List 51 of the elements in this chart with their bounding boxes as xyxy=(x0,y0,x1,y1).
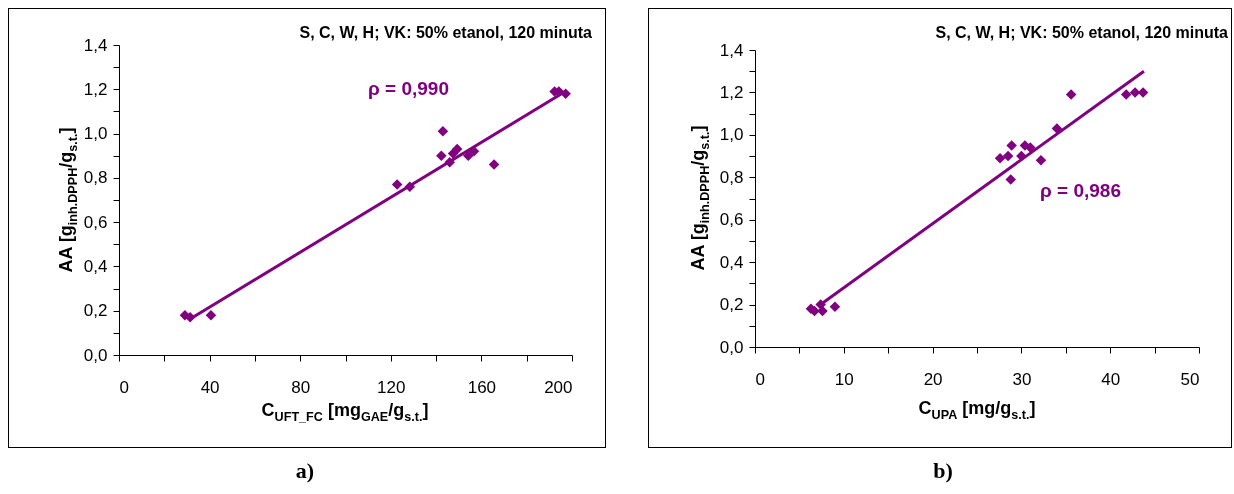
x-tick-label: 0 xyxy=(755,369,765,389)
point xyxy=(391,179,403,190)
y-tick-label: 1,0 xyxy=(719,125,744,145)
text: b) xyxy=(933,458,953,484)
point xyxy=(1005,174,1016,185)
point xyxy=(437,126,449,137)
y-tick-label: 0,6 xyxy=(83,212,108,232)
y-tick-label: 1,2 xyxy=(719,82,744,102)
y-tick-label: 0,6 xyxy=(719,210,744,230)
y-tick-label: 0,4 xyxy=(83,256,108,276)
y-tick-label: 0,4 xyxy=(719,252,744,272)
point xyxy=(205,309,217,321)
point xyxy=(829,301,841,312)
point xyxy=(1002,150,1014,162)
point xyxy=(994,152,1006,164)
point xyxy=(488,159,500,170)
x-tick-label: 80 xyxy=(291,377,311,397)
text: a) xyxy=(295,458,315,484)
point xyxy=(1120,89,1132,100)
point xyxy=(1065,89,1077,100)
point xyxy=(436,150,447,161)
x-tick-label: 30 xyxy=(1012,369,1032,389)
y-tick-label: 1,2 xyxy=(83,79,108,99)
x-tick-label: 20 xyxy=(923,369,943,389)
x-tick-label: 120 xyxy=(377,377,406,397)
point xyxy=(817,305,828,317)
x-tick-label: 160 xyxy=(467,377,497,397)
y-tick-label: 0,8 xyxy=(719,167,744,187)
y-tick-label: 0,8 xyxy=(83,168,108,188)
x-tick-label: 200 xyxy=(544,377,573,397)
y-tick-label: 0,0 xyxy=(719,337,744,357)
x-tick-label: 40 xyxy=(200,377,220,397)
chart-title: S, C, W, H; VK: 50% etanol, 120 minuta xyxy=(935,24,1228,42)
x-tick-label: 50 xyxy=(1180,369,1200,389)
y-tick-label: 1,4 xyxy=(83,35,108,55)
x-tick-label: 0 xyxy=(119,377,129,397)
point xyxy=(1035,155,1047,166)
point xyxy=(1006,140,1017,151)
annotation: ρ = 0,990 xyxy=(368,78,449,100)
point xyxy=(463,150,474,161)
x-axis-title: C$_{UPA}$ [mg/g$_{s.t.}$] xyxy=(918,398,1036,422)
y-tick-label: 0,2 xyxy=(719,295,744,315)
x-tick-label: 10 xyxy=(834,369,854,389)
y-tick-label: 1,4 xyxy=(719,40,744,60)
x-tick-label: 40 xyxy=(1101,369,1121,389)
x-axis-title: C$_{UFT_FC}$ [mg$_{GAE}$/g$_{s.t.}$] xyxy=(261,400,429,424)
y-tick-label: 0,2 xyxy=(83,301,108,321)
chart-title: S, C, W, H; VK: 50% etanol, 120 minuta xyxy=(299,24,592,42)
y-tick-label: 1,0 xyxy=(83,124,108,144)
annotation: ρ = 0,986 xyxy=(1040,180,1121,202)
y-tick-label: 0,0 xyxy=(83,345,108,365)
